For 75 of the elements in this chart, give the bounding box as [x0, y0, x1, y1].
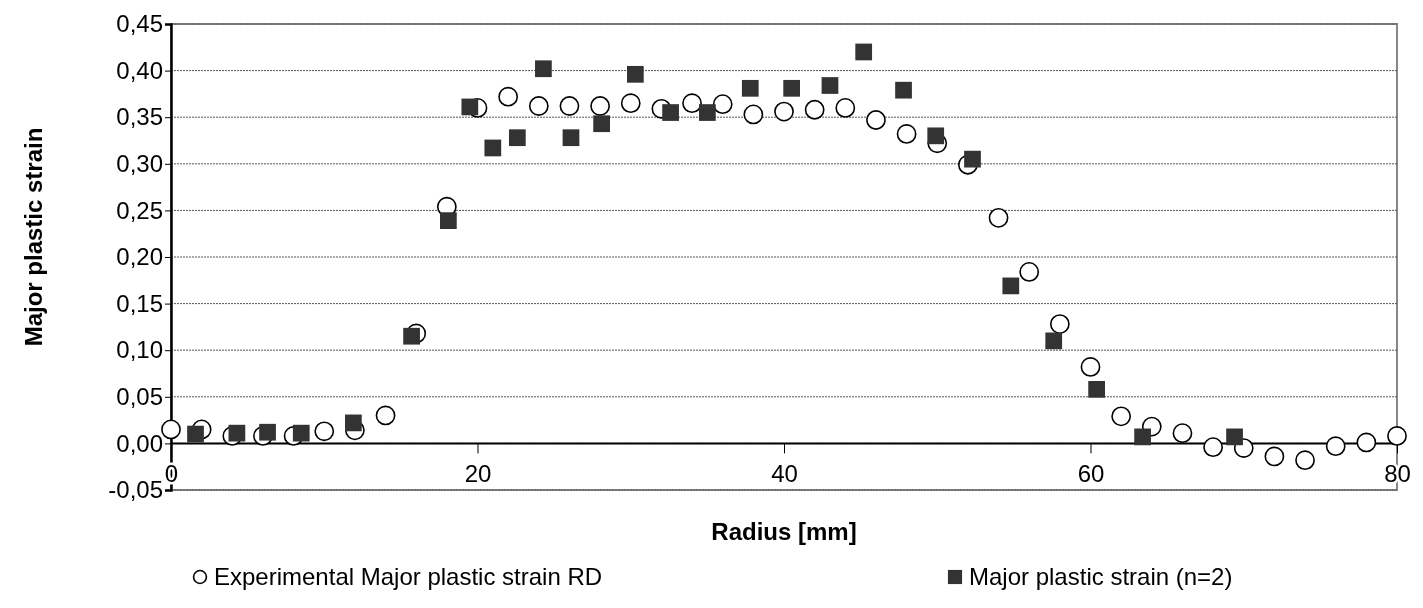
point: [662, 104, 679, 121]
point: [292, 424, 310, 442]
point: [1111, 406, 1132, 427]
point: [228, 424, 246, 442]
y-axis-title: Major plastic strain: [20, 127, 47, 347]
point: [1325, 436, 1346, 457]
point: [1019, 262, 1040, 282]
point: [896, 124, 917, 144]
point: [314, 421, 335, 442]
point: [259, 423, 276, 441]
point: [1387, 426, 1407, 446]
point: [804, 99, 825, 120]
point: [375, 405, 396, 426]
y-tick-label: -0,05: [108, 476, 163, 504]
point: [484, 139, 502, 157]
x-axis-title: Radius [mm]: [711, 518, 857, 545]
point: [743, 104, 764, 125]
point: [1080, 357, 1101, 377]
point: [1203, 437, 1223, 458]
x-tick-label: 40: [771, 460, 798, 488]
point: [1002, 277, 1020, 295]
point: [559, 96, 580, 116]
point: [187, 425, 204, 443]
point: [866, 110, 886, 130]
point: [1295, 450, 1315, 471]
point: [783, 79, 801, 97]
point: [508, 129, 526, 147]
point: [535, 60, 552, 78]
point: [403, 327, 420, 345]
point: [345, 414, 362, 432]
y-tick-label: 0,10: [116, 336, 163, 364]
point: [528, 96, 549, 116]
point: [774, 101, 794, 122]
point: [927, 127, 945, 145]
point: [620, 93, 641, 114]
point: [498, 86, 519, 107]
x-tick-label: 80: [1384, 460, 1411, 488]
point: [440, 212, 457, 230]
x-tick-label: 60: [1077, 460, 1105, 488]
y-tick-label: 0,05: [116, 382, 163, 410]
point: [1045, 332, 1063, 350]
y-tick-label: 0,20: [116, 243, 163, 271]
point: [821, 77, 839, 94]
point: [562, 129, 580, 147]
x-tick-label: 20: [464, 460, 492, 488]
point: [1356, 432, 1377, 453]
point: [1134, 428, 1151, 446]
point: [741, 79, 759, 97]
point: [590, 96, 610, 116]
y-tick-label: 0,45: [116, 10, 163, 38]
legend-label: Major plastic strain (n=2): [969, 563, 1233, 590]
y-tick-label: 0,00: [116, 429, 163, 457]
legend-label: Experimental Major plastic strain RD: [214, 563, 603, 590]
point: [855, 43, 873, 61]
y-tick-label: 0,15: [116, 289, 163, 317]
point: [626, 65, 644, 83]
point: [835, 98, 856, 118]
point: [1088, 380, 1105, 398]
y-tick-label: 0,35: [116, 103, 163, 131]
point: [461, 98, 479, 116]
y-tick-label: 0,25: [116, 196, 163, 224]
point: [712, 94, 733, 115]
point: [1049, 314, 1070, 334]
point: [682, 93, 702, 114]
point: [1264, 446, 1285, 467]
point: [593, 115, 610, 133]
point: [161, 419, 181, 440]
point: [988, 207, 1009, 228]
point: [895, 81, 912, 99]
point: [1172, 423, 1193, 444]
point: [1226, 428, 1243, 446]
y-tick-label: 0,30: [116, 149, 163, 177]
y-tick-label: 0,40: [116, 56, 163, 84]
point: [964, 150, 981, 168]
point: [699, 104, 716, 121]
